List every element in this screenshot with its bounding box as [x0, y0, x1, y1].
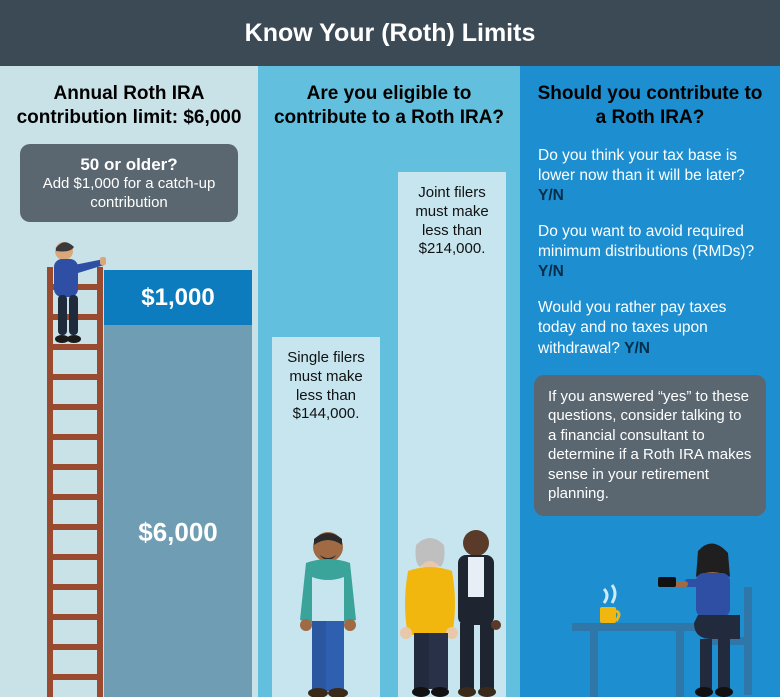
- columns: Annual Roth IRA contribution limit: $6,0…: [0, 66, 780, 697]
- woman-phone-icon: [572, 527, 772, 697]
- single-filer-person-icon: [278, 525, 378, 697]
- col1-title: Annual Roth IRA contribution limit: $6,0…: [0, 66, 258, 130]
- bar-6000-label: $6,000: [138, 517, 218, 548]
- q3-yn: Y/N: [624, 340, 650, 357]
- header-bar: Know Your (Roth) Limits: [0, 0, 780, 66]
- col3-title: Should you contribute to a Roth IRA?: [520, 66, 780, 130]
- question-3: Would you rather pay taxes today and no …: [520, 298, 780, 358]
- joint-filers-people-icon: [388, 525, 516, 697]
- header-title: Know Your (Roth) Limits: [245, 19, 536, 48]
- bar-6000: $6,000: [104, 325, 252, 697]
- q2-text: Do you want to avoid required minimum di…: [538, 223, 754, 260]
- question-2: Do you want to avoid required minimum di…: [520, 222, 780, 282]
- q2-yn: Y/N: [538, 263, 564, 280]
- col-contribution-limit: Annual Roth IRA contribution limit: $6,0…: [0, 66, 258, 697]
- climber-person-icon: [44, 239, 106, 345]
- col-eligibility: Are you eligible to contribute to a Roth…: [258, 66, 520, 697]
- question-1: Do you think your tax base is lower now …: [520, 146, 780, 206]
- col2-title: Are you eligible to contribute to a Roth…: [258, 66, 520, 130]
- bar-1000: $1,000: [104, 270, 252, 325]
- bar-single-text: Single filers must make less than $144,0…: [287, 349, 365, 422]
- roth-infographic: Know Your (Roth) Limits Annual Roth IRA …: [0, 0, 780, 697]
- col-should-you: Should you contribute to a Roth IRA? Do …: [520, 66, 780, 697]
- col1-callout-sub: Add $1,000 for a catch-up contribution: [34, 175, 224, 213]
- col1-callout: 50 or older? Add $1,000 for a catch-up c…: [20, 144, 238, 223]
- bar-1000-label: $1,000: [141, 284, 214, 312]
- col1-callout-bold: 50 or older?: [34, 154, 224, 175]
- col3-callout: If you answered “yes” to these questions…: [534, 375, 766, 516]
- q1-text: Do you think your tax base is lower now …: [538, 147, 745, 184]
- q1-yn: Y/N: [538, 187, 564, 204]
- bar-joint-text: Joint filers must make less than $214,00…: [415, 184, 488, 257]
